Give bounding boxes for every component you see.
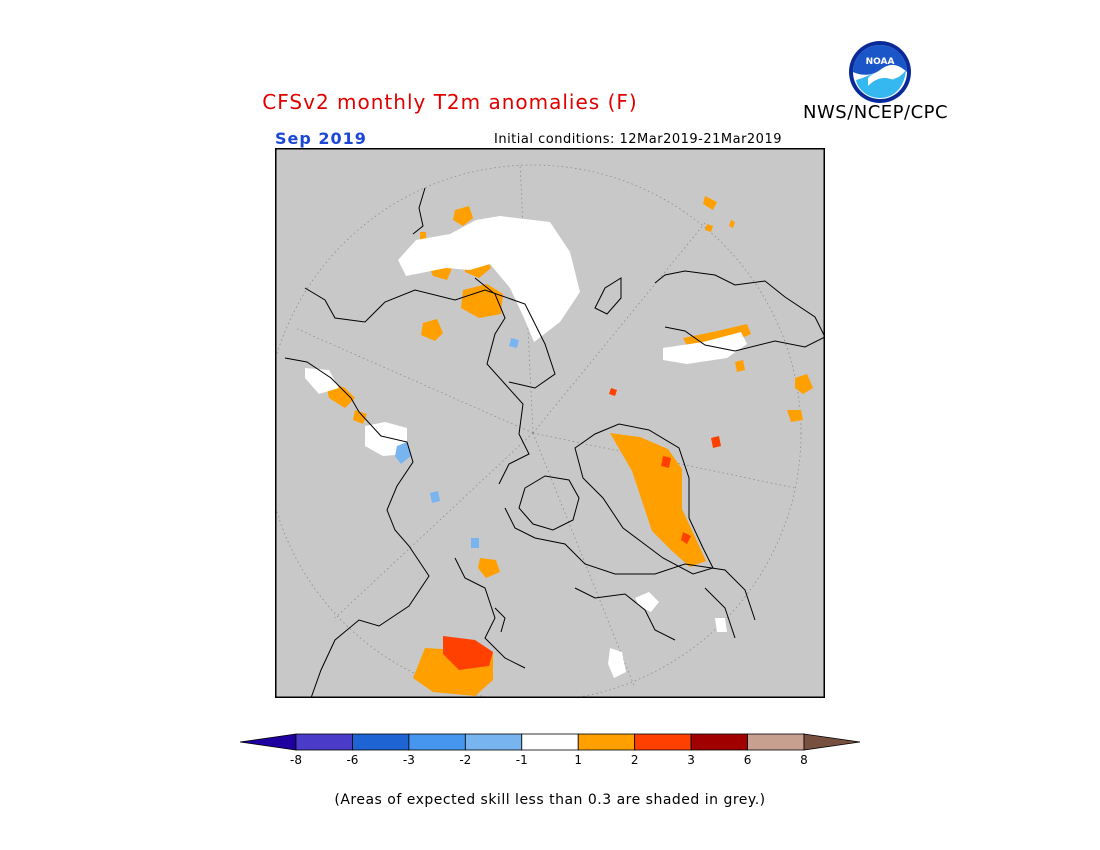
organization-label: NWS/NCEP/CPC xyxy=(803,102,949,123)
chart-title: CFSv2 monthly T2m anomalies (F) xyxy=(262,90,638,114)
colorbar-cell xyxy=(464,733,523,751)
anomaly-patches-minus2-to-minus1 xyxy=(395,338,519,548)
colorbar-cell xyxy=(240,733,297,751)
footnote: (Areas of expected skill less than 0.3 a… xyxy=(334,792,766,808)
colorbar-tick-label: -1 xyxy=(516,753,528,767)
colorbar-cell xyxy=(521,733,579,751)
colorbar-cell xyxy=(295,733,353,751)
colorbar-cell xyxy=(690,733,748,751)
anomaly-patches-minus1-to-1 xyxy=(305,216,747,678)
colorbar-cell xyxy=(577,733,636,751)
colorbar-tick-label: -8 xyxy=(290,753,302,767)
latitude-circle xyxy=(275,164,802,698)
map-frame xyxy=(275,148,825,698)
anomaly-map xyxy=(275,148,825,698)
anomaly-patches-2-to-3 xyxy=(443,388,721,670)
colorbar-tick-label: -3 xyxy=(403,753,415,767)
valid-month-label: Sep 2019 xyxy=(275,129,367,148)
colorbar-tick-label: -2 xyxy=(459,753,471,767)
colorbar-tick-label: 6 xyxy=(744,753,752,767)
colorbar-cell xyxy=(747,733,805,751)
colorbar-tick-label: 1 xyxy=(574,753,582,767)
colorbar-tick-label: -6 xyxy=(346,753,358,767)
colorbar-tick-label: 8 xyxy=(800,753,808,767)
colorbar-cell xyxy=(634,733,692,751)
colorbar-tick-label: 2 xyxy=(631,753,639,767)
logo-text: NOAA xyxy=(866,57,895,67)
coastlines xyxy=(284,187,825,698)
colorbar-cell xyxy=(408,733,466,751)
initial-conditions-label: Initial conditions: 12Mar2019-21Mar2019 xyxy=(494,132,782,147)
colorbar-cell xyxy=(352,733,410,751)
colorbar-tick-label: 3 xyxy=(687,753,695,767)
colorbar: -8 -6 -3 -2 -1 1 2 3 6 8 xyxy=(240,733,860,767)
noaa-logo: NOAA xyxy=(849,41,911,103)
colorbar-cell xyxy=(803,733,860,751)
